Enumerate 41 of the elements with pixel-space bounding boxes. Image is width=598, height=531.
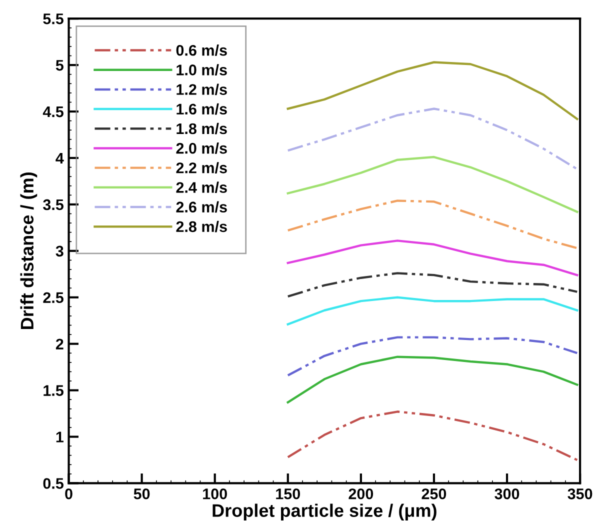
y-tick-label: 0.5 xyxy=(43,478,64,489)
line-series xyxy=(286,410,578,462)
line-series xyxy=(286,272,578,298)
line-series xyxy=(286,240,578,276)
x-axis-title: Droplet particle size / (μm) xyxy=(212,504,436,521)
y-tick-label: 2 xyxy=(56,338,64,350)
legend-label: 1.2 m/s xyxy=(176,84,227,96)
line-series xyxy=(286,108,578,170)
legend-label: 1.8 m/s xyxy=(176,122,227,134)
x-tick-label: 200 xyxy=(348,488,374,500)
y-tick-label: 5 xyxy=(56,60,64,71)
legend-label: 2.2 m/s xyxy=(176,162,227,174)
line-series xyxy=(286,61,578,120)
legend-label: 2.8 m/s xyxy=(176,220,227,232)
line-series xyxy=(286,200,578,250)
x-tick-label: 250 xyxy=(422,488,446,500)
x-tick-label: 150 xyxy=(276,488,300,500)
y-tick-label: 4.5 xyxy=(42,106,64,118)
y-tick-label: 5.5 xyxy=(43,14,64,24)
y-tick-label: 1 xyxy=(56,432,64,442)
y-tick-label: 4 xyxy=(56,153,64,164)
line-series xyxy=(286,296,578,326)
y-tick-label: 3 xyxy=(56,246,64,257)
x-tick-label: 0 xyxy=(65,488,72,500)
x-tick-label: 350 xyxy=(568,488,592,500)
legend-label: 1.6 m/s xyxy=(176,103,227,115)
y-tick-label: 3.5 xyxy=(43,199,64,210)
legend-label: 2.4 m/s xyxy=(176,182,227,194)
line-series xyxy=(286,156,578,213)
legend-label: 0.6 m/s xyxy=(176,44,227,56)
x-tick-label: 100 xyxy=(203,488,227,500)
y-tick-label: 1.5 xyxy=(44,385,64,396)
y-tick-label: 2.5 xyxy=(43,292,64,304)
legend-label: 2.6 m/s xyxy=(176,201,227,213)
legend-label: 1.0 m/s xyxy=(176,64,227,76)
line-series xyxy=(286,336,578,377)
line-series xyxy=(286,356,578,404)
x-tick-label: 300 xyxy=(494,488,520,500)
x-tick-label: 50 xyxy=(134,488,150,500)
y-axis-title: Drift distance / (m) xyxy=(20,172,38,329)
legend-label: 2.0 m/s xyxy=(176,142,227,154)
